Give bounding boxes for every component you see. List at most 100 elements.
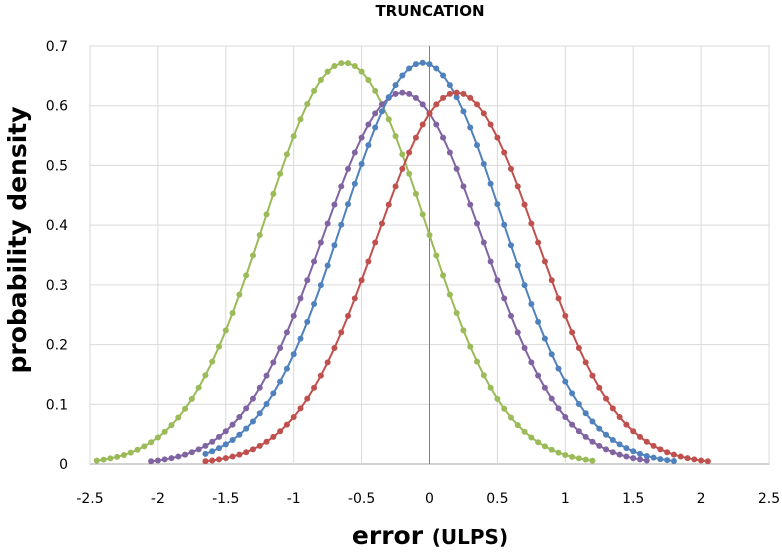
x-tick-label: -1	[287, 491, 301, 507]
data-point	[222, 327, 229, 334]
data-point	[548, 351, 555, 358]
data-point	[317, 282, 324, 289]
data-point	[216, 343, 223, 350]
data-point	[182, 405, 189, 412]
data-point	[555, 295, 562, 302]
data-point	[243, 405, 250, 412]
data-point	[501, 221, 508, 228]
data-point	[582, 359, 589, 366]
data-point	[419, 211, 426, 218]
data-point	[657, 446, 664, 453]
data-point	[623, 421, 630, 428]
data-point	[426, 232, 433, 239]
data-point	[188, 449, 195, 456]
data-point	[487, 180, 494, 187]
data-point	[704, 458, 711, 465]
data-point	[304, 318, 311, 325]
data-point	[446, 291, 453, 298]
data-point	[236, 451, 243, 458]
data-point	[114, 453, 121, 460]
data-point	[399, 89, 406, 96]
data-point	[582, 410, 589, 417]
data-point	[474, 142, 481, 149]
data-point	[480, 110, 487, 117]
data-point	[623, 445, 630, 452]
data-point	[331, 62, 338, 69]
data-point	[507, 312, 514, 319]
data-point	[575, 455, 582, 462]
data-point	[141, 443, 148, 450]
data-point	[154, 434, 161, 441]
data-point	[412, 61, 419, 68]
data-point	[338, 221, 345, 228]
data-point	[514, 183, 521, 190]
data-point	[433, 101, 440, 108]
data-point	[521, 344, 528, 351]
y-tick-label: 0.2	[46, 338, 68, 354]
y-tick-label: 0.6	[46, 99, 68, 115]
y-tick-label: 0.7	[46, 39, 68, 55]
data-point	[440, 72, 447, 79]
data-point	[249, 395, 256, 402]
data-point	[270, 190, 277, 197]
data-point	[277, 344, 284, 351]
data-point	[507, 165, 514, 172]
y-axis-title: probability density	[3, 106, 32, 373]
data-point	[392, 183, 399, 190]
data-point	[528, 434, 535, 441]
data-point	[609, 449, 616, 456]
data-point	[412, 190, 419, 197]
data-point	[297, 116, 304, 123]
data-point	[555, 365, 562, 372]
data-point	[521, 428, 528, 435]
data-point	[596, 425, 603, 432]
data-point	[216, 433, 223, 440]
data-point	[603, 431, 610, 438]
data-point	[358, 134, 365, 141]
data-point	[589, 372, 596, 379]
series-2	[202, 59, 677, 465]
data-point	[514, 422, 521, 429]
data-point	[290, 414, 297, 421]
data-point	[358, 277, 365, 284]
series-group	[93, 59, 711, 465]
chart-title: TRUNCATION	[375, 2, 484, 20]
data-point	[521, 282, 528, 289]
data-point	[304, 101, 311, 108]
data-point	[555, 449, 562, 456]
data-point	[378, 108, 385, 115]
data-point	[188, 395, 195, 402]
data-point	[467, 124, 474, 131]
data-point	[283, 151, 290, 158]
data-point	[311, 300, 318, 307]
x-tick-label: -0.5	[348, 491, 375, 507]
data-point	[324, 359, 331, 366]
data-point	[507, 242, 514, 249]
y-tick-label: 0	[59, 457, 68, 473]
data-point	[392, 82, 399, 89]
y-tick-label: 0.5	[46, 158, 68, 174]
x-axis-label: error	[352, 521, 424, 550]
data-point	[161, 428, 168, 435]
data-point	[480, 372, 487, 379]
data-point	[168, 455, 175, 462]
data-point	[270, 390, 277, 397]
data-point	[351, 295, 358, 302]
data-point	[467, 201, 474, 208]
data-point	[338, 329, 345, 336]
data-point	[270, 433, 277, 440]
data-point	[277, 378, 284, 385]
data-point	[589, 457, 596, 464]
data-point	[263, 438, 270, 445]
data-point	[209, 448, 216, 455]
data-point	[569, 453, 576, 460]
data-point	[643, 452, 650, 459]
data-point	[249, 418, 256, 425]
data-point	[650, 442, 657, 449]
data-point	[616, 414, 623, 421]
data-point	[569, 390, 576, 397]
data-point	[684, 455, 691, 462]
series-line	[205, 61, 675, 463]
data-point	[406, 170, 413, 177]
data-point	[263, 211, 270, 218]
